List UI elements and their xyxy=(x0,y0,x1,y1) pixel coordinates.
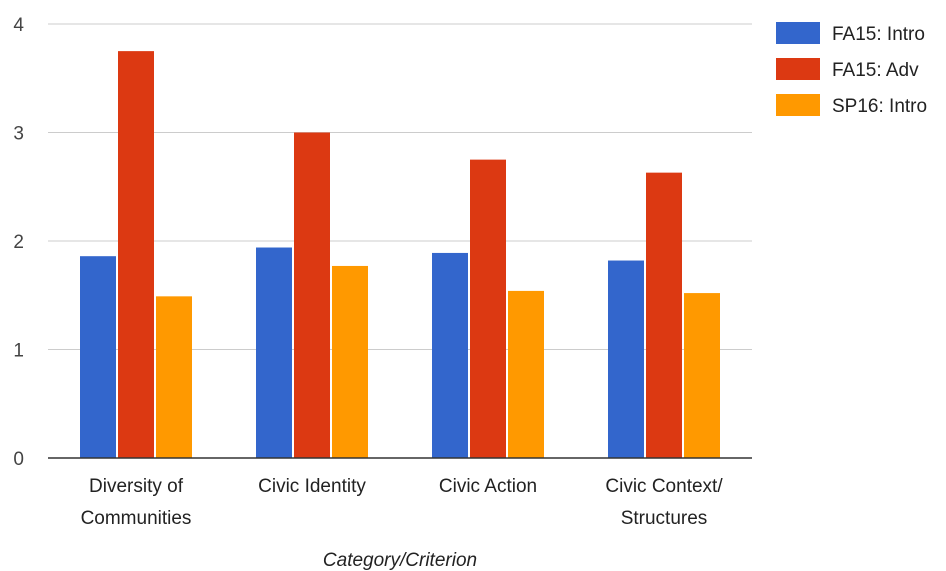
bar-fa15-adv-4 xyxy=(646,172,682,458)
x-tick-label: Civic Identity xyxy=(258,476,366,497)
x-tick-label: Diversity of xyxy=(89,476,184,497)
legend-swatch xyxy=(776,58,820,80)
bar-fa15-adv-1 xyxy=(118,51,154,458)
bar-fa15-adv-2 xyxy=(294,132,330,458)
axes: 0 1 2 3 4 Diversity of Communities Civic Identi… xyxy=(13,15,752,529)
x-axis-title: Category/Criterion xyxy=(323,550,477,571)
bar-fa15-intro-4 xyxy=(608,260,644,458)
bars xyxy=(80,51,720,458)
bar-fa15-intro-1 xyxy=(80,256,116,458)
bar-fa15-intro-2 xyxy=(256,247,292,458)
y-tick-label: 4 xyxy=(13,15,24,36)
y-tick-label: 2 xyxy=(13,232,24,253)
y-tick-label: 0 xyxy=(13,449,24,470)
legend-swatch xyxy=(776,22,820,44)
x-tick-label: Civic Context/ xyxy=(605,476,723,497)
bar-sp16-intro-3 xyxy=(508,290,544,458)
bar-fa15-intro-3 xyxy=(432,252,468,458)
x-tick-label: Civic Action xyxy=(439,476,537,497)
bar-fa15-adv-3 xyxy=(470,159,506,458)
legend-label: FA15: Intro xyxy=(832,24,925,45)
legend: FA15: Intro FA15: Adv SP16: Intro xyxy=(776,22,927,117)
x-tick-label: Communities xyxy=(81,508,192,529)
legend-swatch xyxy=(776,94,820,116)
legend-label: SP16: Intro xyxy=(832,96,927,117)
bar-sp16-intro-4 xyxy=(684,293,720,458)
legend-label: FA15: Adv xyxy=(832,60,919,81)
y-tick-label: 3 xyxy=(13,124,24,145)
x-tick-label: Structures xyxy=(621,508,708,529)
bar-sp16-intro-2 xyxy=(332,265,368,458)
y-tick-label: 1 xyxy=(13,341,24,362)
bar-sp16-intro-1 xyxy=(156,296,192,458)
